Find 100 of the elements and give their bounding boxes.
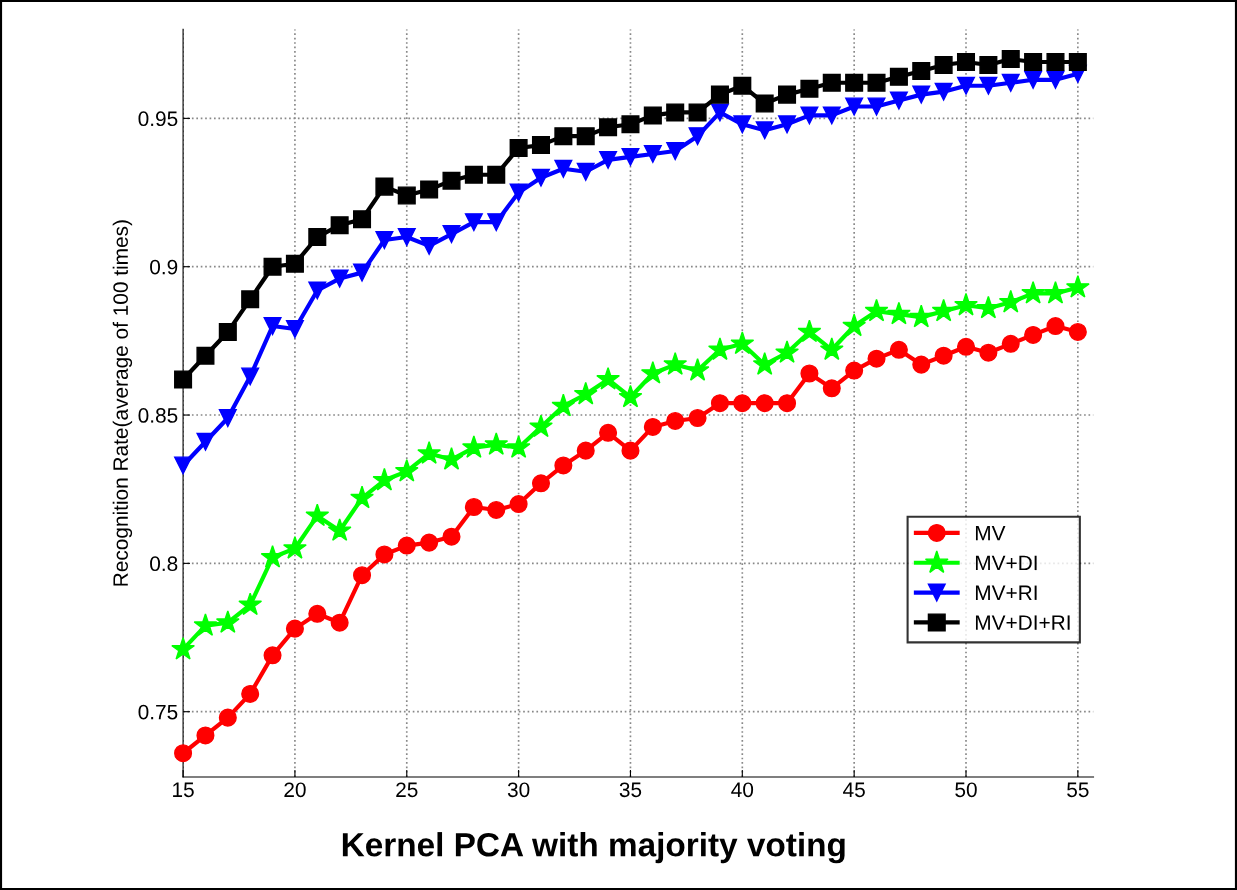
point xyxy=(420,236,439,255)
point xyxy=(867,97,886,116)
point xyxy=(196,432,215,451)
point xyxy=(350,485,374,509)
point xyxy=(733,394,752,413)
y-tick-label: 0.95 xyxy=(138,111,178,127)
point xyxy=(375,545,394,564)
point xyxy=(576,441,595,460)
point xyxy=(1001,50,1020,69)
point xyxy=(845,73,864,92)
point xyxy=(260,544,285,568)
y-tick-label: 0.9 xyxy=(150,259,178,275)
point xyxy=(171,636,195,660)
point xyxy=(934,346,953,365)
point xyxy=(778,85,797,104)
point xyxy=(285,319,304,339)
point xyxy=(554,456,573,475)
point xyxy=(688,127,707,146)
point xyxy=(822,73,841,92)
point xyxy=(241,367,260,386)
point xyxy=(708,337,732,361)
point xyxy=(285,619,304,638)
point xyxy=(867,73,886,92)
point xyxy=(889,67,908,86)
point xyxy=(845,97,864,116)
point xyxy=(487,213,506,232)
point xyxy=(285,254,304,273)
point xyxy=(397,228,416,247)
point xyxy=(979,76,998,95)
legend-label: MV+DI xyxy=(975,555,1037,571)
point xyxy=(621,147,640,166)
text: Kernel PCA with majority voting xyxy=(342,832,845,864)
point xyxy=(308,281,327,300)
point xyxy=(778,115,797,134)
point xyxy=(666,141,685,161)
point xyxy=(1024,52,1043,72)
point xyxy=(484,432,509,455)
point xyxy=(174,456,193,475)
legend-label: MV+RI xyxy=(975,585,1037,600)
point xyxy=(752,352,777,375)
point xyxy=(663,352,688,375)
point xyxy=(643,106,662,125)
point xyxy=(509,495,528,514)
point xyxy=(215,610,240,633)
point xyxy=(688,408,707,428)
point xyxy=(573,381,598,405)
point xyxy=(193,613,218,636)
point xyxy=(842,313,867,337)
point xyxy=(822,379,841,398)
point xyxy=(800,106,819,125)
point xyxy=(956,76,976,95)
point xyxy=(755,121,774,140)
point xyxy=(666,103,685,122)
x-tick-label: 25 xyxy=(396,782,418,798)
point xyxy=(241,290,260,309)
point xyxy=(998,289,1023,313)
point xyxy=(531,474,551,493)
point xyxy=(487,500,506,519)
point xyxy=(800,364,819,383)
point xyxy=(867,349,886,368)
x-tick-label: 30 xyxy=(507,782,530,798)
point xyxy=(1068,52,1087,72)
point xyxy=(442,171,461,190)
point xyxy=(487,165,506,184)
point xyxy=(730,331,755,355)
point xyxy=(218,322,237,341)
point xyxy=(889,340,908,359)
point xyxy=(308,604,327,623)
point xyxy=(218,708,237,727)
point xyxy=(755,94,774,113)
point xyxy=(397,186,416,205)
point xyxy=(1068,322,1087,341)
point xyxy=(596,366,621,390)
x-tick-label: 45 xyxy=(843,782,865,798)
point xyxy=(845,361,864,380)
point xyxy=(531,136,551,155)
point xyxy=(643,417,662,436)
point xyxy=(775,340,799,363)
point xyxy=(174,744,193,763)
point xyxy=(710,103,729,122)
point xyxy=(576,127,595,146)
point xyxy=(733,115,752,134)
y-axis-title: Recognition Rate(average of 100 times) xyxy=(112,220,133,586)
point xyxy=(710,85,729,104)
point xyxy=(934,82,953,101)
x-tick-label: 50 xyxy=(955,782,977,798)
point xyxy=(353,210,372,229)
x-tick-label: 15 xyxy=(173,782,194,798)
point xyxy=(956,52,976,72)
point xyxy=(375,230,394,250)
point xyxy=(464,497,483,517)
point xyxy=(218,408,237,428)
point xyxy=(420,180,439,199)
point xyxy=(238,592,263,616)
x-tick-label: 55 xyxy=(1067,782,1089,798)
point xyxy=(621,441,640,460)
point xyxy=(308,228,327,247)
point xyxy=(1024,70,1043,89)
point xyxy=(531,168,551,187)
point xyxy=(822,106,841,125)
